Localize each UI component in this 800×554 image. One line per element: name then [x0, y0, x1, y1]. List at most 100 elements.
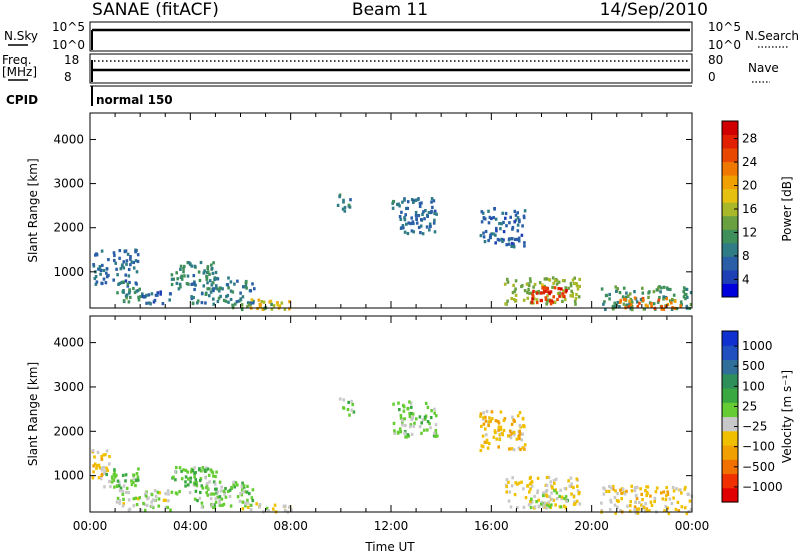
velocity-cell — [154, 494, 158, 498]
velocity-cell — [640, 503, 643, 507]
velocity-cell — [207, 473, 211, 477]
nave-tick-bottom: 0 — [708, 70, 716, 84]
velocity-cell — [433, 407, 436, 411]
velocity-cell — [194, 478, 198, 482]
power-cell — [159, 290, 162, 294]
power-cell — [611, 304, 615, 308]
velocity-cell — [92, 464, 95, 468]
x-tick-label: 00:00 — [675, 519, 710, 533]
power-cell — [432, 199, 436, 203]
power-cell — [159, 292, 162, 296]
velocity-cell — [108, 455, 111, 459]
velocity-cell — [212, 474, 215, 478]
power-cell — [495, 229, 498, 233]
velocity-cell — [410, 417, 413, 421]
velocity-cell — [178, 490, 181, 494]
velocity-colorbar-segment — [722, 473, 738, 489]
power-cell — [571, 294, 574, 298]
velocity-cell — [393, 431, 396, 435]
power-cell — [662, 307, 666, 311]
power-cell — [414, 210, 418, 215]
velocity-cell — [208, 480, 211, 484]
power-cell — [130, 260, 134, 264]
velocity-cell — [479, 448, 483, 453]
velocity-cell — [563, 504, 566, 508]
velocity-cell — [109, 485, 112, 489]
power-cell — [401, 200, 404, 204]
power-cell — [245, 279, 248, 284]
velocity-cell — [404, 423, 407, 428]
power-cell — [342, 200, 345, 204]
power-cell — [512, 283, 515, 287]
power-cell — [161, 302, 165, 306]
y-tick-label: 4000 — [53, 336, 84, 350]
power-cell — [193, 282, 196, 286]
velocity-cell — [690, 507, 693, 511]
power-cell — [414, 214, 418, 218]
velocity-cell — [200, 484, 204, 488]
velocity-cell — [685, 511, 689, 516]
power-cell — [561, 299, 564, 303]
colorbar-tick-label: 1000 — [742, 339, 773, 353]
power-cell — [95, 280, 99, 284]
velocity-cell — [490, 410, 494, 414]
velocity-cell — [644, 502, 647, 506]
power-cell — [257, 298, 261, 302]
velocity-cell — [616, 491, 619, 496]
velocity-cell — [423, 428, 426, 432]
power-cell — [480, 220, 484, 224]
power-cell — [179, 267, 182, 271]
power-cell — [398, 215, 402, 219]
power-cell — [510, 241, 514, 246]
velocity-cell — [350, 399, 353, 403]
power-cell — [660, 286, 663, 290]
colorbar-tick-label: 8 — [742, 249, 750, 263]
velocity-cell — [97, 476, 101, 480]
power-cell — [187, 282, 190, 286]
velocity-cell — [200, 469, 203, 473]
velocity-cell — [653, 496, 657, 500]
velocity-cell — [205, 491, 208, 495]
velocity-cell — [118, 501, 121, 505]
power-cell — [396, 202, 399, 207]
power-cell — [633, 290, 636, 294]
power-cell — [239, 297, 242, 301]
velocity-cell — [273, 503, 277, 507]
power-cell — [342, 198, 345, 202]
station-title: SANAE (fitACF) — [92, 0, 219, 20]
power-cell — [567, 286, 570, 290]
velocity-cell — [199, 490, 202, 495]
velocity-cell — [554, 477, 558, 481]
x-tick-label: 20:00 — [574, 519, 609, 533]
power-cell — [105, 271, 108, 275]
velocity-cell — [93, 462, 97, 466]
velocity-cell — [511, 415, 514, 419]
velocity-cell — [644, 489, 647, 493]
power-cell — [508, 221, 511, 225]
power-cell — [192, 274, 196, 278]
power-cell — [125, 296, 128, 300]
power-colorbar-segment — [722, 215, 738, 230]
velocity-cell — [135, 472, 139, 476]
power-cell — [618, 305, 621, 309]
velocity-cell — [174, 478, 177, 482]
velocity-cell — [200, 505, 204, 509]
power-cell — [107, 258, 110, 262]
power-cell — [145, 301, 148, 305]
velocity-cell — [138, 496, 142, 500]
velocity-cell — [625, 489, 628, 493]
velocity-cell — [512, 430, 516, 435]
power-cell — [127, 274, 131, 278]
velocity-cell — [127, 491, 130, 495]
power-cell — [212, 261, 215, 265]
velocity-cell — [526, 484, 529, 488]
power-cell — [557, 287, 560, 291]
power-cell — [410, 216, 413, 220]
velocity-cell — [283, 509, 287, 513]
power-cell — [125, 259, 129, 263]
velocity-cell — [428, 422, 431, 426]
velocity-cell — [170, 490, 174, 494]
power-cell — [492, 216, 495, 220]
velocity-cell — [569, 476, 573, 480]
power-cell — [543, 289, 546, 293]
